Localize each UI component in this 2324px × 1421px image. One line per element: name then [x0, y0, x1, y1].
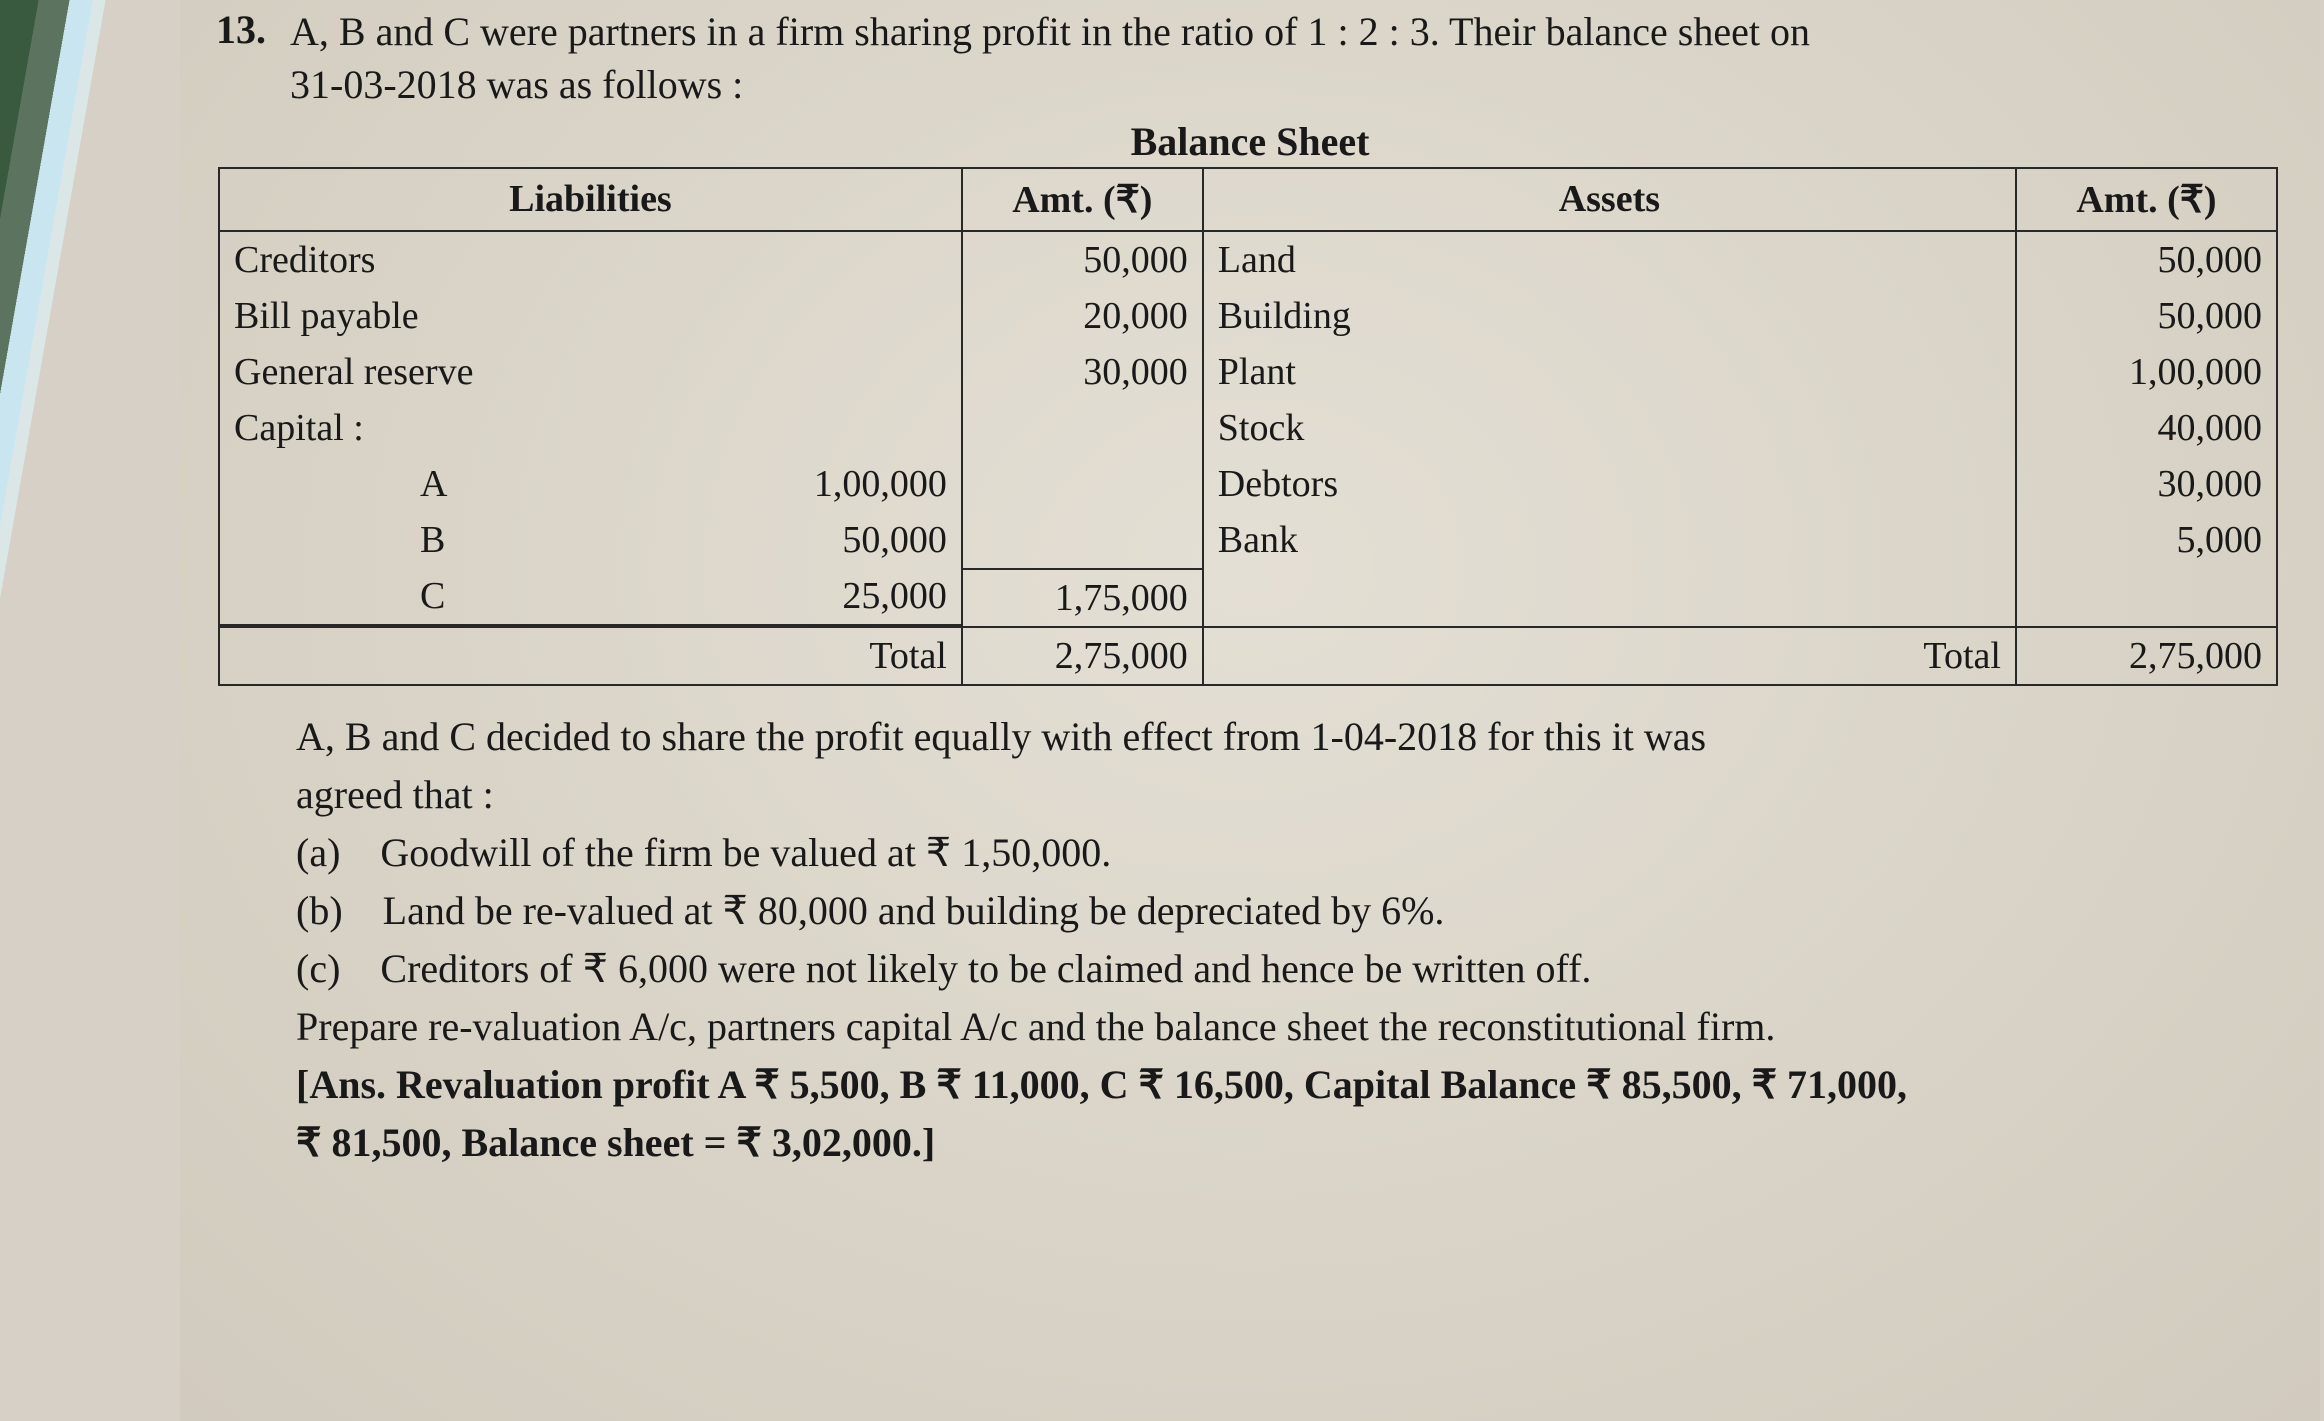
- amt-bill-payable: 20,000: [963, 288, 1202, 344]
- th-assets: Assets: [1203, 168, 2016, 231]
- assets-amts-cell: 50,000 50,000 1,00,000 40,000 30,000 5,0…: [2016, 231, 2277, 627]
- asset-bank: Bank: [1204, 512, 2015, 568]
- cap-b-label: B: [220, 512, 682, 568]
- question-number: 13.: [210, 6, 266, 53]
- assets-inner-table: Land Building Plant Stock Debtors Bank: [1204, 232, 2015, 624]
- asset-debtors: Debtors: [1204, 456, 2015, 512]
- asset-stock: Stock: [1204, 400, 2015, 456]
- cap-b-val: 50,000: [682, 512, 960, 568]
- question-text: A, B and C were partners in a firm shari…: [290, 6, 1810, 112]
- asset-plant: Plant: [1204, 344, 2015, 400]
- table-body-row: Creditors Bill payable General reserve C…: [219, 231, 2277, 627]
- amt-debtors: 30,000: [2017, 456, 2276, 512]
- th-amt-right: Amt. (₹): [2016, 168, 2277, 231]
- cap-a-val: 1,00,000: [682, 456, 960, 512]
- liab-capital-label: Capital :: [220, 400, 682, 456]
- answer-line-2-text: ₹ 81,500, Balance sheet = ₹ 3,02,000.]: [296, 1120, 935, 1165]
- question-row: 13. A, B and C were partners in a firm s…: [210, 6, 2290, 112]
- liab-total-amt: 2,75,000: [962, 627, 1203, 685]
- answer-line-1-text: [Ans. Revaluation profit A ₹ 5,500, B ₹ …: [296, 1062, 1907, 1107]
- liab-amts-cell: 50,000 20,000 30,000 1,75,000: [962, 231, 1203, 627]
- amt-plant: 1,00,000: [2017, 344, 2276, 400]
- post-text: A, B and C decided to share the profit e…: [296, 710, 2290, 1170]
- liabilities-cell: Creditors Bill payable General reserve C…: [219, 231, 962, 627]
- liabilities-inner-table: Creditors Bill payable General reserve C…: [220, 232, 961, 626]
- clause-b: (b) Land be re-valued at ₹ 80,000 and bu…: [296, 884, 2290, 938]
- balance-sheet-table: Liabilities Amt. (₹) Assets Amt. (₹) Cre…: [218, 167, 2278, 686]
- asset-building: Building: [1204, 288, 2015, 344]
- clause-a: (a) Goodwill of the firm be valued at ₹ …: [296, 826, 2290, 880]
- post-line-1: A, B and C decided to share the profit e…: [296, 710, 2290, 764]
- clause-c: (c) Creditors of ₹ 6,000 were not likely…: [296, 942, 2290, 996]
- liab-creditors: Creditors: [220, 232, 682, 288]
- amt-land: 50,000: [2017, 232, 2276, 288]
- assets-cell: Land Building Plant Stock Debtors Bank: [1203, 231, 2016, 627]
- liab-bill-payable: Bill payable: [220, 288, 682, 344]
- asset-land: Land: [1204, 232, 2015, 288]
- prepare-line: Prepare re-valuation A/c, partners capit…: [296, 1000, 2290, 1054]
- question-line-1: A, B and C were partners in a firm shari…: [290, 9, 1810, 54]
- cap-c-label: C: [220, 568, 682, 625]
- table-header-row: Liabilities Amt. (₹) Assets Amt. (₹): [219, 168, 2277, 231]
- amt-general-reserve: 30,000: [963, 344, 1202, 400]
- total-row: Total 2,75,000 Total 2,75,000: [219, 627, 2277, 685]
- amt-creditors: 50,000: [963, 232, 1202, 288]
- answer-line-2: ₹ 81,500, Balance sheet = ₹ 3,02,000.]: [296, 1116, 2290, 1170]
- assets-total-amt: 2,75,000: [2016, 627, 2277, 685]
- balance-sheet-title: Balance Sheet: [210, 118, 2290, 165]
- assets-total-label: Total: [1203, 627, 2016, 685]
- liab-general-reserve: General reserve: [220, 344, 682, 400]
- liab-total-label: Total: [219, 627, 962, 685]
- cap-a-label: A: [220, 456, 682, 512]
- liab-amts-inner: 50,000 20,000 30,000 1,75,000: [963, 232, 1202, 626]
- page: 13. A, B and C were partners in a firm s…: [180, 0, 2320, 1421]
- amt-bank: 5,000: [2017, 512, 2276, 568]
- amt-stock: 40,000: [2017, 400, 2276, 456]
- th-amt-left: Amt. (₹): [962, 168, 1203, 231]
- question-line-2: 31-03-2018 was as follows :: [290, 62, 743, 107]
- th-liabilities: Liabilities: [219, 168, 962, 231]
- post-line-2: agreed that :: [296, 768, 2290, 822]
- amt-capital-total: 1,75,000: [963, 569, 1202, 626]
- answer-line-1: [Ans. Revaluation profit A ₹ 5,500, B ₹ …: [296, 1058, 2290, 1112]
- amt-building: 50,000: [2017, 288, 2276, 344]
- assets-amts-inner: 50,000 50,000 1,00,000 40,000 30,000 5,0…: [2017, 232, 2276, 624]
- cap-c-val: 25,000: [682, 568, 960, 625]
